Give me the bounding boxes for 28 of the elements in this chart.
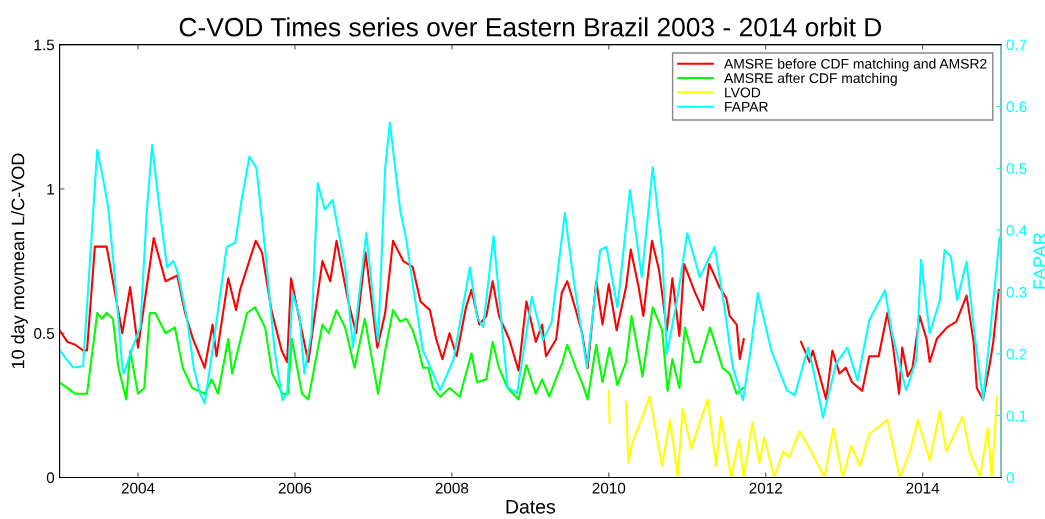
x-tick-label: 2008 [435, 482, 469, 494]
legend-label: AMSRE after CDF matching [724, 72, 897, 86]
y2-tick-label: 0.5 [1006, 163, 1027, 174]
line-series [59, 121, 1001, 419]
y-axis-title: 10 day movmean L/C-VOD [11, 153, 28, 369]
legend-label: FAPAR [725, 102, 768, 112]
y-tick-label: 0.5 [34, 328, 55, 339]
y2-tick-label: 0 [1006, 472, 1014, 484]
legend-label: AMSRE before CDF matching and AMSR2 [724, 58, 987, 72]
y-tick-label: 1.5 [34, 39, 55, 51]
y2-tick-label: 0.6 [1006, 101, 1027, 113]
line-series [59, 306, 745, 401]
x-tick-label: 2012 [749, 482, 782, 494]
y2-tick-label: 0.4 [1006, 225, 1027, 236]
y2-tick-label: 0.2 [1006, 348, 1027, 360]
y2-tick-label: 0.3 [1006, 286, 1027, 298]
y-tick-label: 0 [46, 472, 55, 484]
y-tick-label: 1 [47, 183, 54, 195]
legend-label: LVOD [725, 87, 761, 98]
chart-title: C-VOD Times series over Eastern Brazil 2003 - 2014 orbit D [179, 17, 882, 37]
x-axis-title: Dates [506, 500, 556, 514]
x-tick-label: 2004 [121, 482, 155, 494]
x-tick-label: 2014 [906, 482, 940, 494]
x-tick-label: 2006 [278, 482, 312, 494]
y2-tick-label: 0.7 [1006, 39, 1027, 51]
x-tick-label: 2010 [592, 482, 626, 494]
y2-axis-title: FAPAR [1033, 232, 1045, 289]
y2-tick-label: 0.1 [1006, 410, 1027, 422]
